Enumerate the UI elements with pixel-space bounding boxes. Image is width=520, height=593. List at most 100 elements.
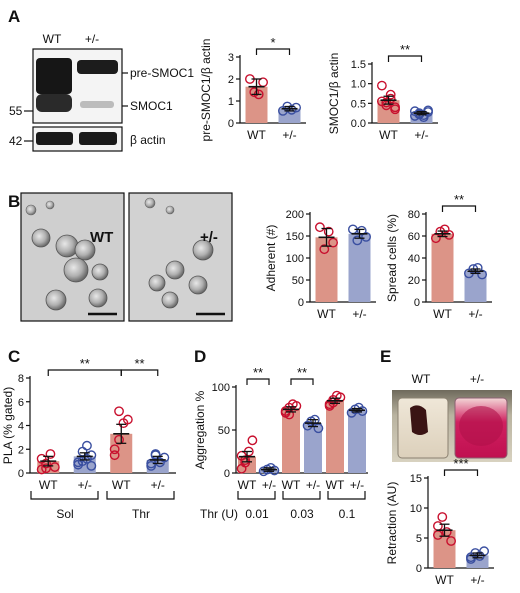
- significance-label: **: [454, 192, 464, 207]
- bar-wt: [315, 237, 338, 302]
- micrograph-label-het: +/-: [200, 229, 218, 246]
- y-axis-label: SMOC1/β actin: [327, 53, 341, 135]
- band-label-smoc1: SMOC1: [130, 99, 173, 113]
- data-point: [376, 96, 387, 107]
- category-label: +/-: [468, 307, 482, 321]
- band-label-pre-smoc1: pre-SMOC1: [130, 66, 194, 80]
- dose-label-0-03: 0.03: [290, 507, 314, 521]
- data-point: [376, 80, 387, 91]
- data-point: [385, 89, 396, 100]
- band-wt-actin: [36, 132, 73, 145]
- chart-a1-pre-smoc1: 0 1 2 3 pre-SMOC1/β actin WT +/- *: [199, 35, 306, 142]
- dose-label-0-01: 0.01: [245, 507, 269, 521]
- y-tick-label: 15: [410, 473, 422, 485]
- data-point: [472, 262, 483, 273]
- thr-units-label: Thr (U): [200, 507, 238, 521]
- significance-bracket: [255, 48, 291, 55]
- data-point: [36, 453, 47, 464]
- category-label: +/-: [151, 478, 165, 492]
- significance-label: **: [400, 42, 410, 57]
- data-point: [446, 536, 456, 546]
- panel-letter-d: D: [194, 347, 206, 366]
- category-label: WT: [326, 478, 345, 492]
- band-label-actin: β actin: [130, 133, 166, 147]
- category-label: WT: [433, 307, 452, 321]
- data-point: [45, 449, 56, 459]
- data-point: [385, 93, 396, 104]
- y-tick-label: 1.5: [351, 59, 366, 71]
- y-tick-label: 150: [286, 231, 304, 243]
- bar-het: [348, 410, 366, 473]
- data-point: [41, 463, 51, 474]
- y-tick-label: 200: [286, 209, 304, 221]
- y-tick-label: 100: [212, 382, 230, 394]
- chart-b2-spread-cells: 0 20 40 60 80 Spread cells (%) WT +/- **: [385, 192, 492, 321]
- band-het-pre-smoc1: [77, 60, 118, 74]
- micrograph-wt: WT: [20, 192, 125, 322]
- y-axis-label: pre-SMOC1/β actin: [199, 39, 213, 142]
- group-brackets-c: Sol Thr: [30, 491, 175, 521]
- y-tick-label: 10: [410, 503, 422, 515]
- significance-bracket: [290, 378, 314, 385]
- category-label: +/-: [78, 478, 92, 492]
- significance-label: **: [253, 365, 263, 380]
- y-tick-label: 50: [292, 275, 304, 287]
- panel-letter-e: E: [380, 347, 391, 366]
- data-point: [291, 102, 301, 113]
- panel-letter-a: A: [8, 7, 20, 26]
- bar-wt: [282, 409, 300, 473]
- category-label: +/-: [414, 128, 428, 142]
- clot-het: [459, 406, 503, 446]
- category-label: WT: [247, 128, 266, 142]
- category-label: +/-: [262, 478, 276, 492]
- photo-label-het: +/-: [470, 372, 484, 386]
- band-wt-smoc1: [36, 94, 72, 112]
- category-label: WT: [282, 478, 301, 492]
- category-label: +/-: [282, 128, 296, 142]
- y-axis-label: Retraction (AU): [385, 482, 399, 565]
- data-point: [86, 460, 97, 471]
- y-tick-label: 1.0: [351, 79, 366, 91]
- data-point: [437, 512, 448, 522]
- data-point: [477, 269, 487, 280]
- data-point: [444, 229, 454, 240]
- data-point: [323, 226, 334, 237]
- micrograph-het: +/-: [128, 192, 233, 322]
- y-axis-label: Adherent (#): [264, 225, 278, 292]
- category-label: WT: [238, 478, 257, 492]
- category-label: WT: [379, 128, 398, 142]
- category-label: WT: [317, 307, 336, 321]
- photo-label-wt: WT: [412, 372, 431, 386]
- y-tick-label: 0: [298, 297, 304, 309]
- micrograph-label-wt: WT: [90, 229, 113, 246]
- category-label: +/-: [306, 478, 320, 492]
- y-axis-label: PLA (% gated): [1, 387, 15, 464]
- y-tick-label: 5: [416, 533, 422, 545]
- significance-bracket: [443, 469, 479, 476]
- data-point: [109, 444, 120, 455]
- western-blot: WT +/- 55 42 pre-SMOC1 SMOC1 β actin: [9, 32, 194, 152]
- data-point: [352, 235, 363, 246]
- data-point: [314, 222, 325, 233]
- data-point: [313, 423, 324, 434]
- data-point: [432, 521, 443, 531]
- y-tick-label: 100: [286, 253, 304, 265]
- dose-labels-d: Thr (U) 0.01 0.03 0.1: [200, 491, 366, 521]
- bar-het: [464, 271, 487, 302]
- bar-wt: [431, 233, 454, 302]
- retraction-photo: WT +/-: [392, 372, 512, 462]
- category-label: +/-: [350, 478, 364, 492]
- significance-bracket: [441, 205, 477, 212]
- category-label: WT: [39, 478, 58, 492]
- data-point: [357, 406, 368, 416]
- data-point: [159, 452, 170, 463]
- clot-wt: [410, 405, 428, 435]
- band-het-actin: [79, 132, 117, 145]
- data-point: [328, 237, 338, 248]
- y-tick-label: 0: [18, 468, 24, 480]
- significance-label: ***: [453, 456, 468, 471]
- group-label-thr: Thr: [132, 507, 150, 521]
- y-tick-label: 20: [408, 275, 420, 287]
- bar-wt: [326, 400, 344, 473]
- y-tick-label: 0.0: [351, 118, 366, 130]
